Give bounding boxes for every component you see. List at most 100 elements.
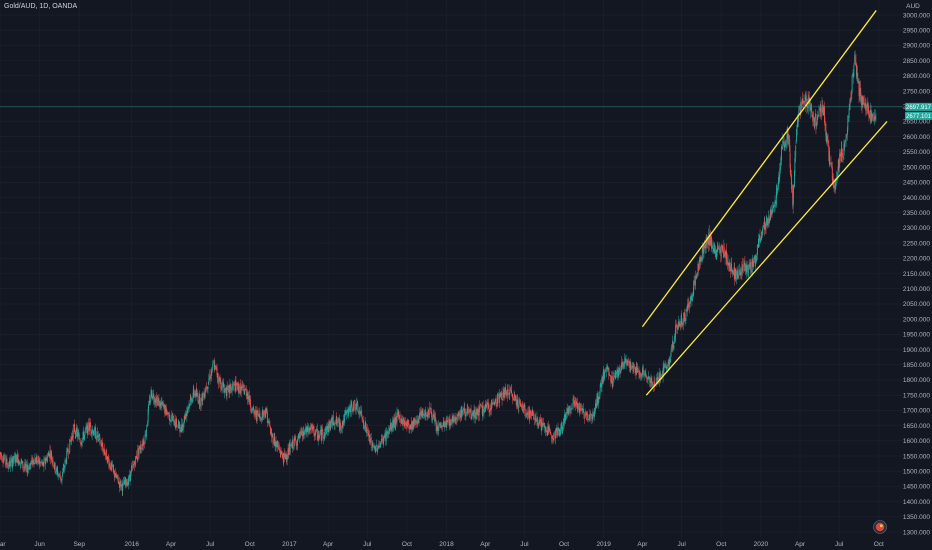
candle-body xyxy=(711,238,713,248)
candle-body xyxy=(755,260,757,265)
candle-body xyxy=(735,276,737,280)
candle-body xyxy=(787,128,788,139)
candle-body xyxy=(781,147,783,149)
candle-body xyxy=(832,179,834,181)
candle-body xyxy=(784,145,786,147)
candle-body xyxy=(474,412,476,419)
candle-body xyxy=(511,389,512,394)
candle-body xyxy=(440,424,442,428)
candle-body xyxy=(465,412,467,417)
candle-body xyxy=(515,399,517,405)
candle-body xyxy=(99,442,101,444)
candle-body xyxy=(859,88,861,97)
candle-body xyxy=(180,423,182,430)
candle-body xyxy=(266,412,268,423)
candle-body xyxy=(197,396,199,403)
candle-body xyxy=(135,456,137,466)
candle-body xyxy=(622,363,624,366)
candle-body xyxy=(819,108,821,112)
candle-body xyxy=(141,444,143,450)
candle-body xyxy=(837,171,839,179)
candle-body xyxy=(447,419,449,421)
candle-body xyxy=(363,426,365,429)
candle-body xyxy=(579,408,581,409)
candle-body xyxy=(69,438,71,453)
candle-body xyxy=(509,388,511,394)
candle-body xyxy=(125,478,127,484)
candle-body xyxy=(387,432,389,434)
candle-body xyxy=(577,406,579,410)
candle-body xyxy=(582,407,584,410)
candle-body xyxy=(286,458,288,461)
candle-body xyxy=(114,477,116,478)
candle-body xyxy=(285,453,286,460)
candle-body xyxy=(458,414,460,416)
candle-body xyxy=(588,419,590,420)
candle-body xyxy=(734,267,736,280)
x-tick-label: Jul xyxy=(677,541,686,548)
candle-body xyxy=(508,394,509,395)
candle-body xyxy=(292,440,294,449)
candle-body xyxy=(723,247,725,257)
candle-body xyxy=(210,370,212,377)
price-axis[interactable]: 1300.000 1350.000 1400.000 1450.000 1500.000… xyxy=(903,0,932,550)
candle-body xyxy=(477,408,479,417)
candle-body xyxy=(527,411,529,415)
candle-body xyxy=(245,389,247,396)
candle-body xyxy=(132,464,134,468)
channel-line[interactable] xyxy=(641,10,877,328)
candle-body xyxy=(36,461,38,463)
y-tick-label: 2400.000 xyxy=(903,195,930,202)
candle-body xyxy=(643,369,645,376)
candle-body xyxy=(55,471,57,473)
candle-body xyxy=(530,413,532,416)
candle-body xyxy=(753,260,755,262)
candle-body xyxy=(1,455,3,460)
candle-body xyxy=(643,373,645,375)
channel-line[interactable] xyxy=(645,121,888,396)
candle-body xyxy=(210,376,212,380)
candle-body xyxy=(27,467,29,469)
candle-body xyxy=(485,404,487,409)
candle-body xyxy=(120,480,122,488)
candle-body xyxy=(527,411,529,414)
candle-body xyxy=(609,375,611,377)
candle-body xyxy=(483,406,485,413)
candle-body xyxy=(213,362,215,363)
y-tick-label: 1300.000 xyxy=(903,529,930,536)
candle-body xyxy=(612,381,614,384)
candle-body xyxy=(295,440,297,446)
symbol-legend[interactable]: Gold/AUD, 1D, OANDA xyxy=(4,3,78,10)
candle-body xyxy=(45,457,47,461)
candle-body xyxy=(176,426,178,427)
candle-body xyxy=(647,377,649,380)
time-axis[interactable]: Mar Jun Sep 2016 Apr Jul Oct 2017 Apr Jul Oct 2018 A… xyxy=(0,538,932,550)
candle-body xyxy=(58,474,60,475)
candle-body xyxy=(444,421,446,423)
candle-body xyxy=(696,275,698,277)
candle-body xyxy=(81,437,83,443)
candle-body xyxy=(607,367,609,371)
candle-body xyxy=(365,421,367,428)
candle-body xyxy=(108,457,109,460)
candle-body xyxy=(300,430,302,435)
candle-body xyxy=(626,360,628,362)
candle-body xyxy=(330,423,332,429)
candle-body xyxy=(587,414,589,420)
candle-body xyxy=(769,218,770,224)
candle-body xyxy=(91,431,93,435)
tradingview-logo-icon[interactable] xyxy=(873,520,887,534)
candle-body xyxy=(149,400,151,403)
candle-body xyxy=(225,387,227,394)
candle-body xyxy=(798,111,800,123)
candle-body xyxy=(442,422,444,427)
candle-body xyxy=(665,366,667,368)
y-tick-label: 2050.000 xyxy=(903,301,930,308)
candle-body xyxy=(86,426,87,430)
x-tick-label: Oct xyxy=(245,541,255,548)
y-tick-label: 1750.000 xyxy=(903,392,930,399)
candle-body xyxy=(634,367,636,374)
candle-body xyxy=(99,434,100,437)
y-tick-label: 2100.000 xyxy=(903,286,930,293)
